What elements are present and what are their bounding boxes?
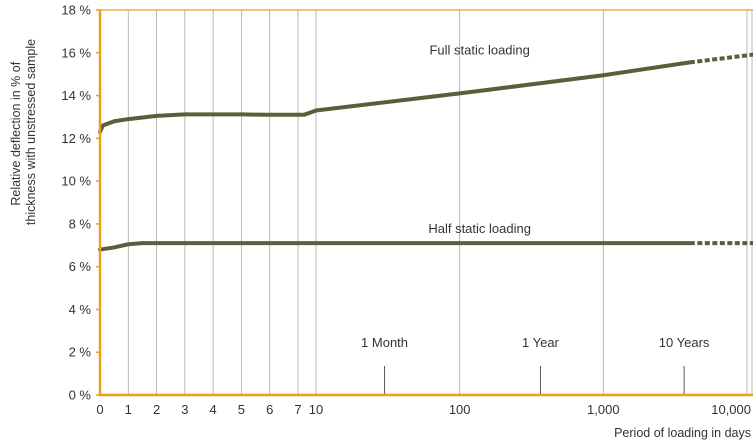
y-tick-label-14: 14 % — [61, 88, 91, 103]
y-axis-title-line-2: thickness with unstressed sample — [24, 39, 38, 225]
x-tick-label-100: 100 — [449, 402, 471, 417]
marker-label-1-year: 1 Year — [522, 335, 560, 350]
axes — [98, 9, 753, 397]
gridlines — [127, 10, 753, 395]
x-tick-label-10: 10 — [309, 402, 323, 417]
x-tick-label-0: 0 — [96, 402, 103, 417]
y-tick-label-2: 2 % — [69, 345, 92, 360]
y-axis-title: Relative deflection in % of thickness wi… — [9, 39, 38, 225]
x-tick-label-2: 2 — [153, 402, 160, 417]
y-tick-label-6: 6 % — [69, 259, 92, 274]
x-tick-label-1: 1 — [125, 402, 132, 417]
y-tick-label-18: 18 % — [61, 3, 91, 18]
x-tick-label-4: 4 — [210, 402, 217, 417]
series-line-full-static-loading — [98, 60, 692, 134]
x-tick-label-3: 3 — [181, 402, 188, 417]
y-tick-label-10: 10 % — [61, 174, 91, 189]
x-axis-title: Period of loading in days — [614, 426, 751, 440]
y-tick-label-16: 16 % — [61, 45, 91, 60]
x-tick-label-6: 6 — [266, 402, 273, 417]
time-markers: 1 Month 1 Year 10 Years — [361, 335, 710, 395]
x-tick-label-5: 5 — [238, 402, 245, 417]
series-labels: Full static loading Half static loading — [428, 42, 531, 236]
marker-label-1-month: 1 Month — [361, 335, 408, 350]
series-label-full-static-loading: Full static loading — [429, 42, 529, 57]
marker-label-10-years: 10 Years — [659, 335, 710, 350]
y-tick-label-8: 8 % — [69, 216, 92, 231]
x-tick-label-7: 7 — [294, 402, 301, 417]
series-extrapolation-full-static-loading — [689, 52, 753, 65]
y-tick-label-4: 4 % — [69, 302, 92, 317]
series-label-half-static-loading: Half static loading — [428, 221, 531, 236]
y-tick-labels: 0 % 2 % 4 % 6 % 8 % 10 % 12 % 14 % 16 % 18 % — [61, 3, 100, 403]
series-lines — [98, 52, 753, 252]
x-tick-label-10-000: 10,000 — [711, 402, 751, 417]
x-tick-label-1-000: 1,000 — [587, 402, 620, 417]
series-line-half-static-loading — [98, 241, 692, 252]
y-axis-title-line-1: Relative deflection in % of — [9, 61, 23, 205]
y-tick-label-0: 0 % — [69, 388, 92, 403]
x-tick-labels: 0 1 2 3 4 5 6 7 10 100 1,000 10,000 — [96, 402, 751, 417]
y-tick-label-12: 12 % — [61, 131, 91, 146]
